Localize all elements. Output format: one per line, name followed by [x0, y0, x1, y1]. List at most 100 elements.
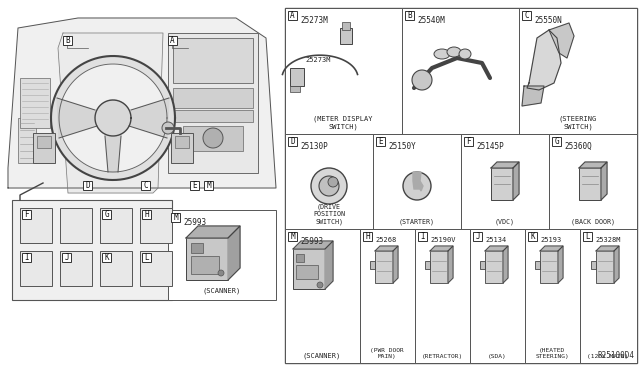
Bar [60, 251, 92, 286]
Text: I: I [420, 232, 425, 241]
Bar [100, 251, 132, 286]
Text: 25193: 25193 [540, 237, 561, 243]
Bar [190, 181, 199, 190]
Bar [528, 232, 537, 241]
Text: H: H [144, 210, 149, 219]
Polygon shape [95, 100, 131, 136]
Bar [173, 110, 253, 122]
Bar [141, 181, 150, 190]
Text: 25273M: 25273M [305, 57, 330, 63]
Bar [470, 229, 525, 363]
Polygon shape [228, 226, 240, 280]
Polygon shape [614, 246, 619, 283]
Text: L: L [585, 232, 590, 241]
Bar [373, 134, 461, 229]
Bar [376, 137, 385, 146]
Circle shape [311, 168, 347, 204]
Circle shape [328, 177, 338, 187]
Polygon shape [549, 23, 574, 58]
Polygon shape [485, 246, 508, 251]
Bar [535, 261, 540, 269]
Bar [62, 253, 71, 262]
Bar [402, 8, 519, 134]
Polygon shape [105, 136, 121, 172]
Bar [33, 133, 55, 163]
Polygon shape [527, 30, 561, 90]
Polygon shape [8, 18, 276, 188]
Text: (HEATED
STEERING): (HEATED STEERING) [535, 348, 569, 359]
Text: (SDA): (SDA) [488, 354, 506, 359]
Text: M: M [206, 181, 211, 190]
Text: 25145P: 25145P [476, 142, 504, 151]
Bar [473, 232, 482, 241]
Polygon shape [293, 241, 333, 249]
Bar [596, 251, 614, 283]
Bar [464, 137, 473, 146]
Circle shape [317, 282, 323, 288]
Bar [288, 232, 297, 241]
Text: L: L [144, 253, 149, 262]
Bar [370, 261, 375, 269]
Bar [37, 136, 51, 148]
Polygon shape [59, 64, 167, 172]
Bar [191, 256, 219, 274]
Ellipse shape [434, 49, 450, 59]
Bar [168, 210, 276, 300]
Bar [288, 137, 297, 146]
Bar [22, 253, 31, 262]
Bar [100, 208, 132, 243]
Text: 25268: 25268 [375, 237, 396, 243]
Text: F: F [24, 210, 29, 219]
Text: (METER DISPLAY
SWITCH): (METER DISPLAY SWITCH) [313, 116, 372, 130]
Text: 25993: 25993 [183, 218, 206, 227]
Bar [285, 229, 360, 363]
Text: (BACK DOOR): (BACK DOOR) [571, 218, 615, 225]
Polygon shape [513, 162, 519, 200]
Text: E: E [378, 137, 383, 146]
Bar [491, 168, 513, 200]
Text: (RETRACTOR): (RETRACTOR) [421, 354, 463, 359]
Text: 25540M: 25540M [417, 16, 445, 25]
Polygon shape [325, 241, 333, 289]
Circle shape [218, 270, 224, 276]
Bar [171, 213, 180, 222]
Text: H: H [365, 232, 370, 241]
Bar [296, 265, 318, 279]
Bar [173, 88, 253, 108]
Bar [583, 232, 592, 241]
Bar [20, 208, 52, 243]
Polygon shape [186, 226, 240, 238]
Text: B: B [65, 36, 70, 45]
Bar [425, 261, 430, 269]
Bar [418, 232, 427, 241]
Text: 25360Q: 25360Q [564, 142, 592, 151]
Text: R25100D4: R25100D4 [598, 351, 635, 360]
Bar [204, 181, 213, 190]
Text: (STARTER): (STARTER) [399, 218, 435, 225]
Polygon shape [51, 56, 175, 180]
Bar [171, 133, 193, 163]
Polygon shape [375, 246, 398, 251]
Text: (STEERING
SWITCH): (STEERING SWITCH) [559, 116, 597, 130]
Bar [290, 68, 304, 86]
Bar [290, 86, 300, 92]
Text: D: D [290, 137, 295, 146]
Bar [430, 251, 448, 283]
Text: 25993: 25993 [300, 237, 323, 246]
Bar [18, 118, 36, 163]
Bar [405, 11, 414, 20]
Text: M: M [173, 213, 178, 222]
Bar [20, 251, 52, 286]
Text: E: E [192, 181, 197, 190]
Bar [83, 181, 92, 190]
Bar [140, 251, 172, 286]
Polygon shape [57, 98, 97, 138]
Text: C: C [524, 11, 529, 20]
Bar [186, 238, 228, 280]
Bar [22, 210, 31, 219]
Circle shape [319, 176, 339, 196]
Bar [375, 251, 393, 283]
Bar [591, 261, 596, 269]
Bar [285, 8, 402, 134]
Text: C: C [143, 181, 148, 190]
